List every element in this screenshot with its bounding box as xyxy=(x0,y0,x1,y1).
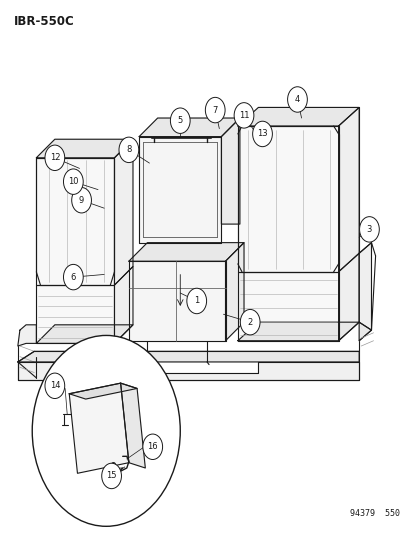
Polygon shape xyxy=(36,139,133,158)
Polygon shape xyxy=(36,325,133,343)
Text: 8: 8 xyxy=(126,146,131,155)
Text: 2: 2 xyxy=(247,318,252,327)
Circle shape xyxy=(186,288,206,314)
Circle shape xyxy=(287,87,306,112)
Polygon shape xyxy=(36,158,114,285)
Circle shape xyxy=(143,429,163,454)
Text: 7: 7 xyxy=(212,106,217,115)
Polygon shape xyxy=(120,383,145,468)
Polygon shape xyxy=(114,139,133,285)
Circle shape xyxy=(47,376,66,401)
Text: 5: 5 xyxy=(177,116,183,125)
Text: 13: 13 xyxy=(256,130,267,139)
Polygon shape xyxy=(225,243,243,341)
Polygon shape xyxy=(128,261,225,341)
Polygon shape xyxy=(18,325,36,346)
Polygon shape xyxy=(139,136,221,243)
Text: 14: 14 xyxy=(52,384,62,393)
Text: 6: 6 xyxy=(71,272,76,281)
Circle shape xyxy=(359,216,378,242)
Text: 16: 16 xyxy=(148,437,159,446)
Polygon shape xyxy=(114,266,133,343)
Circle shape xyxy=(205,98,225,123)
Circle shape xyxy=(102,463,121,489)
Text: IBR-550C: IBR-550C xyxy=(14,14,74,28)
Text: 16: 16 xyxy=(147,442,158,451)
Polygon shape xyxy=(36,285,114,343)
Polygon shape xyxy=(358,243,370,330)
Polygon shape xyxy=(221,118,239,224)
Circle shape xyxy=(45,373,64,399)
Polygon shape xyxy=(338,253,358,341)
Polygon shape xyxy=(338,108,358,272)
Circle shape xyxy=(240,310,259,335)
Circle shape xyxy=(252,121,272,147)
Polygon shape xyxy=(139,118,239,136)
Circle shape xyxy=(119,137,138,163)
Text: 10: 10 xyxy=(68,177,78,186)
Circle shape xyxy=(234,103,253,128)
Polygon shape xyxy=(69,383,137,399)
Circle shape xyxy=(63,169,83,195)
Polygon shape xyxy=(237,108,358,126)
Circle shape xyxy=(63,264,83,290)
Text: 9: 9 xyxy=(79,196,84,205)
Circle shape xyxy=(142,434,162,459)
Circle shape xyxy=(32,335,180,526)
Circle shape xyxy=(102,455,122,481)
Polygon shape xyxy=(18,362,358,381)
Polygon shape xyxy=(358,322,370,341)
Circle shape xyxy=(71,188,91,213)
Text: 4: 4 xyxy=(294,95,299,104)
Polygon shape xyxy=(237,126,338,272)
Polygon shape xyxy=(237,322,358,341)
Polygon shape xyxy=(69,383,128,473)
Polygon shape xyxy=(18,351,358,362)
Circle shape xyxy=(45,145,64,171)
Text: 15: 15 xyxy=(106,471,116,480)
Text: 11: 11 xyxy=(238,111,249,120)
Text: 14: 14 xyxy=(50,381,60,390)
Circle shape xyxy=(170,108,190,133)
Polygon shape xyxy=(128,243,243,261)
Text: 3: 3 xyxy=(366,225,371,234)
Polygon shape xyxy=(237,272,338,341)
Text: 1: 1 xyxy=(194,296,199,305)
Text: 94379  550: 94379 550 xyxy=(349,510,399,519)
Text: 15: 15 xyxy=(107,464,117,472)
Text: 12: 12 xyxy=(50,154,60,163)
